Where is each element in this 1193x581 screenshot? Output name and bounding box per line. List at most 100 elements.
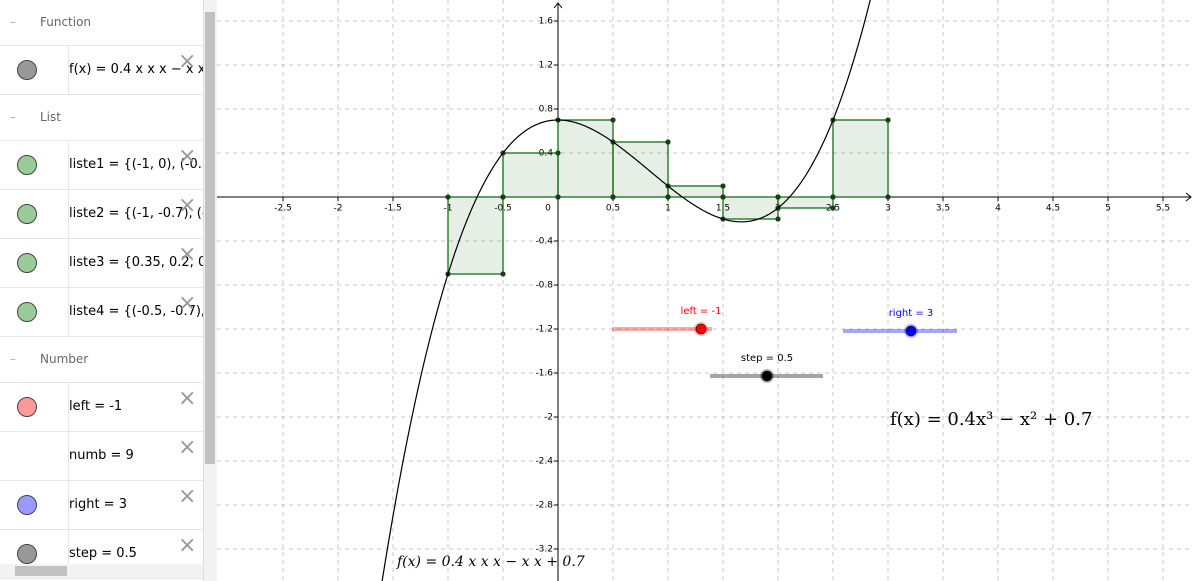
y-tick-label: -2.4 [535, 457, 553, 467]
delete-button[interactable]: × [178, 386, 197, 411]
x-tick-label: 0 [545, 204, 551, 214]
visibility-toggle[interactable] [17, 495, 37, 515]
y-tick-label: -2 [544, 413, 553, 423]
slider-label: step = 0.5 [741, 353, 793, 364]
y-tick-label: -1.6 [535, 369, 553, 379]
x-tick-label: -1.5 [384, 204, 402, 214]
visibility-toggle[interactable] [17, 60, 37, 80]
visibility-toggle[interactable] [17, 155, 37, 175]
slider-label: right = 3 [889, 308, 934, 319]
x-tick-label: -2.5 [274, 204, 292, 214]
function-label: f(x) = 0.4 x x x − x x + 0.7 [396, 554, 585, 570]
point [720, 194, 726, 200]
point [775, 216, 781, 222]
item-text[interactable]: left = -1 [68, 383, 203, 431]
item-text[interactable]: numb = 9 [68, 432, 203, 480]
point [665, 194, 671, 200]
function-curve [381, 0, 871, 581]
visibility-toggle[interactable] [17, 397, 37, 417]
item-text[interactable]: liste1 = {(-1, 0), (-0.5, [68, 141, 203, 189]
visibility-toggle[interactable] [17, 204, 37, 224]
delete-button[interactable]: × [178, 242, 197, 267]
x-tick-label: 3.5 [936, 204, 950, 214]
algebra-item[interactable]: liste2 = {(-1, -0.7), (-0 × [0, 190, 203, 239]
riemann-rect [722, 196, 779, 220]
visibility-toggle[interactable] [17, 302, 37, 322]
y-tick-label: 1.6 [539, 17, 554, 27]
point [555, 194, 561, 200]
axis-arrow [553, 2, 1192, 202]
y-tick-label: -1.2 [535, 325, 553, 335]
item-text[interactable]: step = 0.5 [68, 530, 203, 578]
delete-button[interactable]: × [178, 291, 197, 316]
algebra-item[interactable]: liste4 = {(-0.5, -0.7), (× [0, 288, 203, 337]
section-header[interactable]: Function [0, 0, 203, 46]
algebra-item[interactable]: left = -1 × [0, 383, 203, 432]
y-tick-label: -2.8 [535, 501, 553, 511]
x-tick-label: 3 [885, 204, 891, 214]
y-tick-label: -0.8 [535, 281, 553, 291]
riemann-rect [502, 152, 559, 198]
algebra-item[interactable]: f(x) = 0.4 x x x − x x +× [0, 46, 203, 95]
slider-knob[interactable] [905, 325, 917, 337]
slider-knob[interactable] [761, 370, 773, 382]
slider-label: left = -1 [681, 306, 722, 317]
point [445, 194, 451, 200]
item-text[interactable]: f(x) = 0.4 x x x − x x + [68, 46, 203, 94]
delete-button[interactable]: × [178, 193, 197, 218]
item-text[interactable]: liste4 = {(-0.5, -0.7), ( [68, 288, 203, 336]
x-tick-label: 5.5 [1156, 204, 1170, 214]
x-tick-label: 4.5 [1046, 204, 1060, 214]
x-tick-label: 4 [995, 204, 1001, 214]
formula-text: f(x) = 0.4x³ − x² + 0.7 [890, 409, 1092, 430]
x-tick-label: 5 [1105, 204, 1111, 214]
visibility-toggle[interactable] [17, 253, 37, 273]
point [885, 194, 891, 200]
h-scroll-thumb[interactable] [15, 566, 67, 576]
item-text[interactable]: liste2 = {(-1, -0.7), (-0 [68, 190, 203, 238]
x-tick-label: 1 [665, 204, 671, 214]
y-tick-label: -3.2 [535, 545, 553, 555]
section-header[interactable]: List [0, 95, 203, 141]
slider-knob[interactable] [695, 323, 707, 335]
point [500, 194, 506, 200]
point [830, 194, 836, 200]
point [665, 139, 671, 145]
graphics-view[interactable]: -2.5-2-1.5-1-0.500.511.522.533.544.555.5… [217, 0, 1193, 581]
delete-button[interactable]: × [178, 49, 197, 74]
y-tick-label: 0.8 [539, 105, 554, 115]
x-tick-label: -2 [334, 204, 343, 214]
algebra-item[interactable]: liste3 = {0.35, 0.2, 0.35× [0, 239, 203, 288]
riemann-rect [447, 196, 504, 275]
scroll-thumb[interactable] [205, 12, 215, 464]
algebra-item[interactable]: numb = 9 × [0, 432, 203, 481]
algebra-item[interactable]: step = 0.5 × [0, 530, 203, 579]
riemann-rect [667, 185, 724, 198]
point [885, 117, 891, 123]
y-tick-label: 1.2 [539, 61, 553, 71]
point [500, 271, 506, 277]
point [830, 205, 836, 211]
delete-button[interactable]: × [178, 484, 197, 509]
item-text[interactable]: right = 3 [68, 481, 203, 529]
visibility-toggle[interactable] [17, 544, 37, 564]
x-tick-label: 0.5 [606, 204, 620, 214]
delete-button[interactable]: × [178, 435, 197, 460]
riemann-rect [612, 141, 669, 198]
point [775, 194, 781, 200]
item-text[interactable]: liste3 = {0.35, 0.2, 0.35 [68, 239, 203, 287]
algebra-item[interactable]: right = 3 × [0, 481, 203, 530]
delete-button[interactable]: × [178, 533, 197, 558]
delete-button[interactable]: × [178, 144, 197, 169]
point [720, 183, 726, 189]
riemann-rect [557, 119, 614, 198]
riemann-rect [832, 119, 889, 198]
riemann-rect [777, 196, 834, 209]
point [610, 117, 616, 123]
algebra-item[interactable]: liste1 = {(-1, 0), (-0.5, × [0, 141, 203, 190]
point [610, 194, 616, 200]
section-header[interactable]: Number [0, 337, 203, 383]
y-tick-label: -0.4 [535, 237, 553, 247]
